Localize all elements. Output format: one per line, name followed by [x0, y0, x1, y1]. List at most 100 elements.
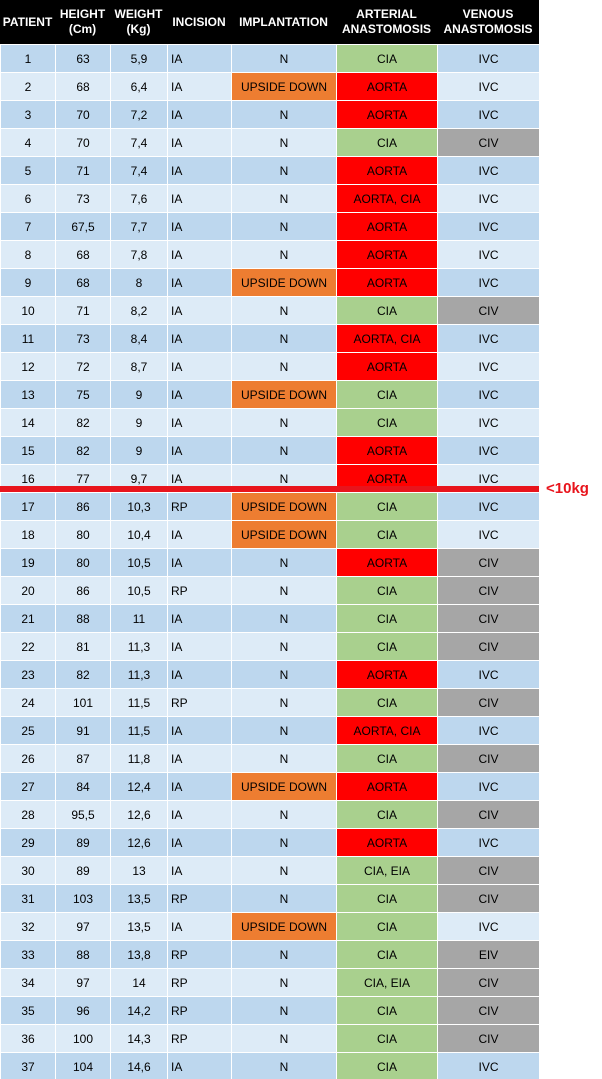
- table-cell: IVC: [438, 829, 539, 856]
- table-cell: 71: [56, 157, 110, 184]
- table-cell: IVC: [438, 773, 539, 800]
- table-cell: 6: [1, 185, 55, 212]
- table-cell: 35: [1, 997, 55, 1024]
- table-cell: N: [232, 801, 336, 828]
- table-cell: IA: [168, 745, 231, 772]
- table-cell: IVC: [438, 157, 539, 184]
- table-cell: 2: [1, 73, 55, 100]
- table-cell: IVC: [438, 73, 539, 100]
- table-cell: AORTA, CIA: [337, 325, 437, 352]
- table-cell: N: [232, 241, 336, 268]
- table-cell: 100: [56, 1025, 110, 1052]
- table-cell: IA: [168, 605, 231, 632]
- table-cell: N: [232, 941, 336, 968]
- table-cell: CIA: [337, 297, 437, 324]
- table-cell: IVC: [438, 325, 539, 352]
- table-cell: IA: [168, 1053, 231, 1079]
- table-cell: 82: [56, 409, 110, 436]
- table-cell: CIA: [337, 913, 437, 940]
- header-cell: INCISION: [167, 0, 231, 44]
- table-cell: IA: [168, 549, 231, 576]
- table-cell: AORTA: [337, 73, 437, 100]
- table-cell: 31: [1, 885, 55, 912]
- table-cell: IVC: [438, 493, 539, 520]
- table-cell: 75: [56, 381, 110, 408]
- table-cell: IA: [168, 521, 231, 548]
- table-cell: IVC: [438, 717, 539, 744]
- table-cell: 32: [1, 913, 55, 940]
- table-cell: EIV: [438, 941, 539, 968]
- table-cell: RP: [168, 941, 231, 968]
- table-cell: 7,7: [111, 213, 167, 240]
- table-cell: 7,4: [111, 157, 167, 184]
- table-cell: N: [232, 969, 336, 996]
- table-cell: 97: [56, 969, 110, 996]
- table-cell: CIA: [337, 409, 437, 436]
- table-cell: 11: [1, 325, 55, 352]
- table-cell: IA: [168, 325, 231, 352]
- table-cell: 14,6: [111, 1053, 167, 1079]
- table-cell: 97: [56, 913, 110, 940]
- table-cell: IA: [168, 185, 231, 212]
- table-cell: N: [232, 829, 336, 856]
- table-cell: IA: [168, 213, 231, 240]
- table-cell: N: [232, 885, 336, 912]
- table-cell: CIV: [438, 633, 539, 660]
- table-cell: N: [232, 633, 336, 660]
- table-cell: 12,6: [111, 801, 167, 828]
- table-cell: 80: [56, 549, 110, 576]
- table-cell: CIA: [337, 45, 437, 72]
- table-cell: 73: [56, 185, 110, 212]
- header-cell: ARTERIAL ANASTOMOSIS: [336, 0, 437, 44]
- table-cell: N: [232, 353, 336, 380]
- table-cell: N: [232, 45, 336, 72]
- table-cell: 12: [1, 353, 55, 380]
- table-cell: UPSIDE DOWN: [232, 381, 336, 408]
- table-cell: IA: [168, 661, 231, 688]
- table-cell: AORTA: [337, 437, 437, 464]
- table-cell: AORTA, CIA: [337, 185, 437, 212]
- table-cell: N: [232, 857, 336, 884]
- table-cell: CIV: [438, 549, 539, 576]
- table-cell: N: [232, 325, 336, 352]
- table-cell: 13,5: [111, 885, 167, 912]
- table-cell: IA: [168, 381, 231, 408]
- table-cell: 10,5: [111, 577, 167, 604]
- table-cell: 8,4: [111, 325, 167, 352]
- table-cell: IA: [168, 773, 231, 800]
- table-cell: 81: [56, 633, 110, 660]
- table-cell: AORTA: [337, 549, 437, 576]
- table-cell: 10,3: [111, 493, 167, 520]
- table-cell: N: [232, 409, 336, 436]
- table-cell: N: [232, 185, 336, 212]
- table-cell: 12,4: [111, 773, 167, 800]
- table-cell: IA: [168, 353, 231, 380]
- table-cell: RP: [168, 1025, 231, 1052]
- table-cell: 103: [56, 885, 110, 912]
- table-cell: N: [232, 437, 336, 464]
- table-cell: 7,8: [111, 241, 167, 268]
- table-cell: CIA: [337, 521, 437, 548]
- table-cell: CIV: [438, 997, 539, 1024]
- table-cell: 71: [56, 297, 110, 324]
- table-cell: 7,2: [111, 101, 167, 128]
- table-cell: IVC: [438, 241, 539, 268]
- table-cell: CIA: [337, 605, 437, 632]
- table-cell: CIV: [438, 1025, 539, 1052]
- table-cell: 70: [56, 129, 110, 156]
- table-cell: 89: [56, 829, 110, 856]
- table-cell: CIA: [337, 577, 437, 604]
- table-cell: 11,3: [111, 633, 167, 660]
- table-cell: 96: [56, 997, 110, 1024]
- table-cell: IVC: [438, 45, 539, 72]
- table-cell: 11,5: [111, 689, 167, 716]
- table-cell: CIV: [438, 857, 539, 884]
- table-cell: CIV: [438, 969, 539, 996]
- table-cell: CIA, EIA: [337, 857, 437, 884]
- table-cell: UPSIDE DOWN: [232, 521, 336, 548]
- header-cell: IMPLANTATION: [231, 0, 336, 44]
- table-cell: N: [232, 213, 336, 240]
- header-cell: PATIENT: [0, 0, 55, 44]
- table-cell: 29: [1, 829, 55, 856]
